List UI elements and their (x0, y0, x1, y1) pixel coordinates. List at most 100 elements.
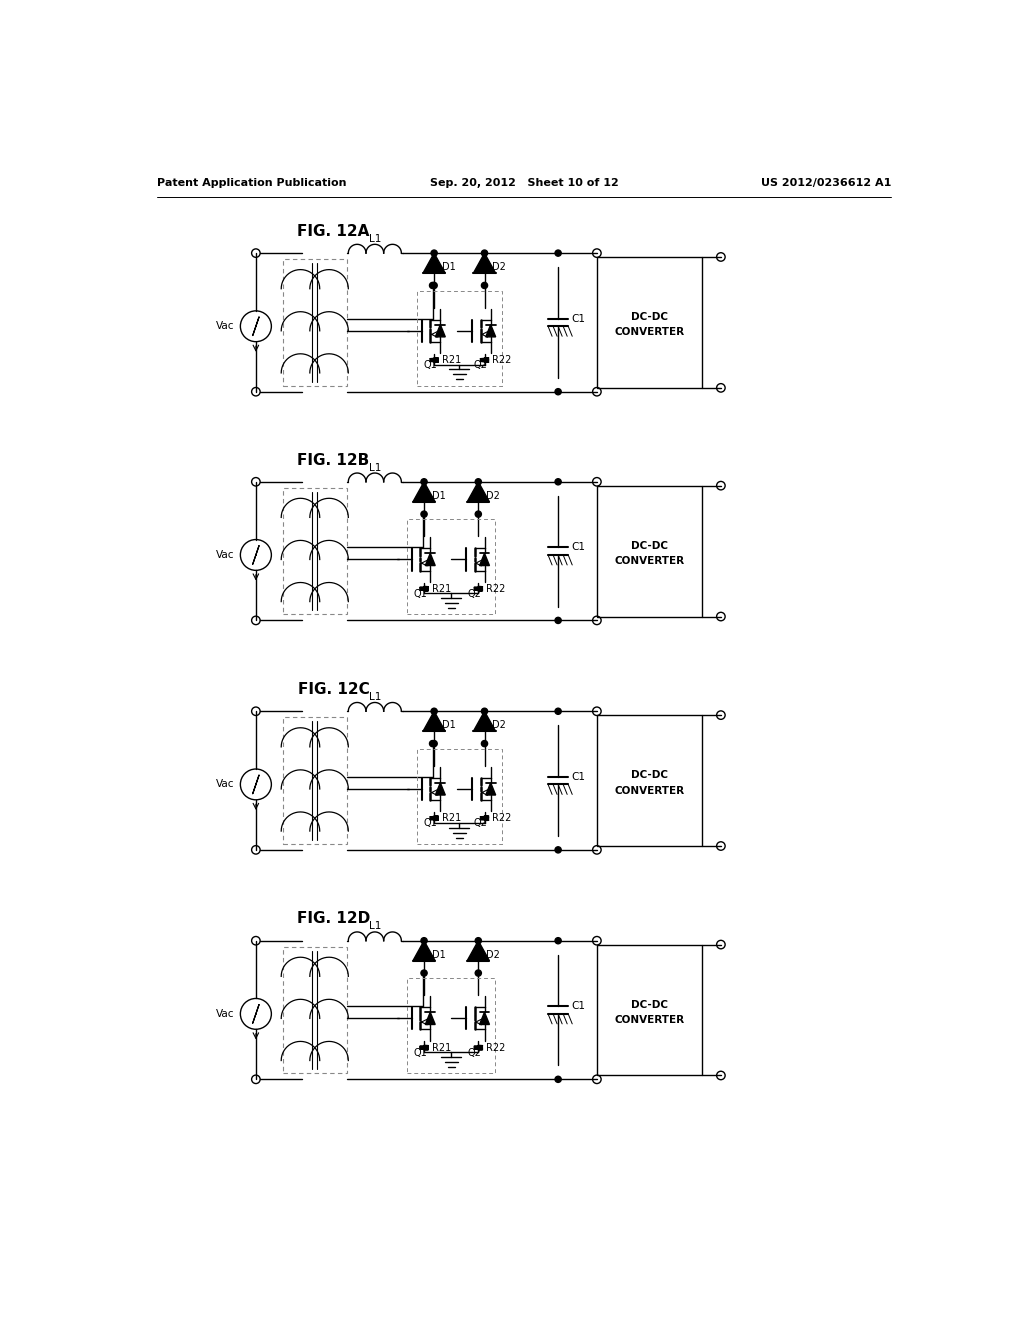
Text: L1: L1 (369, 921, 381, 932)
Bar (283, 718, 346, 843)
Text: R22: R22 (493, 813, 512, 824)
Circle shape (555, 618, 561, 623)
Text: D2: D2 (486, 949, 500, 960)
Text: Q2: Q2 (474, 360, 487, 370)
Polygon shape (425, 553, 435, 565)
Circle shape (431, 249, 437, 256)
Circle shape (481, 249, 487, 256)
Text: DC-DC: DC-DC (631, 999, 668, 1010)
Text: CONVERTER: CONVERTER (614, 785, 684, 796)
Polygon shape (485, 783, 496, 795)
Bar (597, 486, 701, 616)
Circle shape (555, 1076, 561, 1082)
Circle shape (481, 741, 487, 747)
Polygon shape (473, 253, 496, 273)
Polygon shape (435, 325, 445, 337)
Polygon shape (413, 482, 435, 502)
Text: D1: D1 (442, 721, 456, 730)
Text: CONVERTER: CONVERTER (614, 556, 684, 566)
Text: R21: R21 (432, 583, 451, 594)
Bar (597, 715, 701, 846)
Text: R21: R21 (432, 1043, 451, 1052)
Bar (417, 290, 502, 385)
Polygon shape (413, 941, 435, 961)
Text: Q1: Q1 (423, 818, 437, 828)
Circle shape (481, 708, 487, 714)
Text: FIG. 12B: FIG. 12B (297, 453, 370, 467)
Text: Vac: Vac (216, 779, 234, 789)
Text: L1: L1 (369, 234, 381, 244)
Text: Q1: Q1 (423, 360, 437, 370)
Text: L1: L1 (369, 692, 381, 702)
Circle shape (555, 708, 561, 714)
Bar (283, 946, 346, 1073)
Polygon shape (435, 783, 445, 795)
Text: D1: D1 (432, 949, 445, 960)
Text: D2: D2 (493, 721, 506, 730)
Text: R21: R21 (442, 813, 461, 824)
Text: Q1: Q1 (414, 589, 427, 599)
Circle shape (481, 282, 487, 289)
Bar (283, 259, 346, 385)
Bar (407, 978, 496, 1073)
Text: C1: C1 (571, 1001, 586, 1011)
Circle shape (555, 479, 561, 484)
Circle shape (475, 970, 481, 977)
Polygon shape (473, 711, 496, 731)
Text: DC-DC: DC-DC (631, 541, 668, 550)
Bar (597, 945, 701, 1076)
Text: R22: R22 (486, 1043, 506, 1052)
Text: CONVERTER: CONVERTER (614, 1015, 684, 1026)
Text: R21: R21 (442, 355, 461, 366)
Text: C1: C1 (571, 772, 586, 781)
Text: R22: R22 (493, 355, 512, 366)
Bar (407, 519, 496, 614)
Text: C1: C1 (571, 543, 586, 552)
Text: CONVERTER: CONVERTER (614, 327, 684, 338)
Polygon shape (467, 941, 489, 961)
Text: D1: D1 (432, 491, 445, 500)
Text: L1: L1 (369, 462, 381, 473)
Text: Vac: Vac (216, 550, 234, 560)
Circle shape (421, 511, 427, 517)
Polygon shape (423, 711, 445, 731)
Circle shape (431, 282, 437, 289)
Text: Sep. 20, 2012   Sheet 10 of 12: Sep. 20, 2012 Sheet 10 of 12 (430, 178, 620, 187)
Text: FIG. 12D: FIG. 12D (297, 912, 370, 927)
Circle shape (475, 479, 481, 484)
Text: FIG. 12C: FIG. 12C (298, 682, 370, 697)
Text: D2: D2 (493, 261, 506, 272)
Text: D2: D2 (486, 491, 500, 500)
Bar (597, 257, 701, 388)
Text: Vac: Vac (216, 321, 234, 331)
Polygon shape (423, 253, 445, 273)
Text: DC-DC: DC-DC (631, 770, 668, 780)
Circle shape (555, 249, 561, 256)
Circle shape (475, 511, 481, 517)
Text: US 2012/0236612 A1: US 2012/0236612 A1 (761, 178, 891, 187)
Polygon shape (479, 1012, 489, 1024)
Text: Patent Application Publication: Patent Application Publication (158, 178, 347, 187)
Polygon shape (425, 1012, 435, 1024)
Circle shape (431, 708, 437, 714)
Text: R22: R22 (486, 583, 506, 594)
Polygon shape (485, 325, 496, 337)
Text: FIG. 12A: FIG. 12A (297, 224, 370, 239)
Polygon shape (467, 482, 489, 502)
Text: Vac: Vac (216, 1008, 234, 1019)
Bar (283, 488, 346, 614)
Text: D1: D1 (442, 261, 456, 272)
Circle shape (555, 847, 561, 853)
Bar (417, 748, 502, 843)
Circle shape (431, 741, 437, 747)
Circle shape (421, 479, 427, 484)
Text: Q2: Q2 (474, 818, 487, 828)
Text: Q2: Q2 (468, 1048, 481, 1057)
Circle shape (429, 282, 435, 289)
Circle shape (429, 741, 435, 747)
Polygon shape (479, 553, 489, 565)
Text: DC-DC: DC-DC (631, 312, 668, 322)
Text: Q2: Q2 (468, 589, 481, 599)
Circle shape (555, 937, 561, 944)
Circle shape (475, 937, 481, 944)
